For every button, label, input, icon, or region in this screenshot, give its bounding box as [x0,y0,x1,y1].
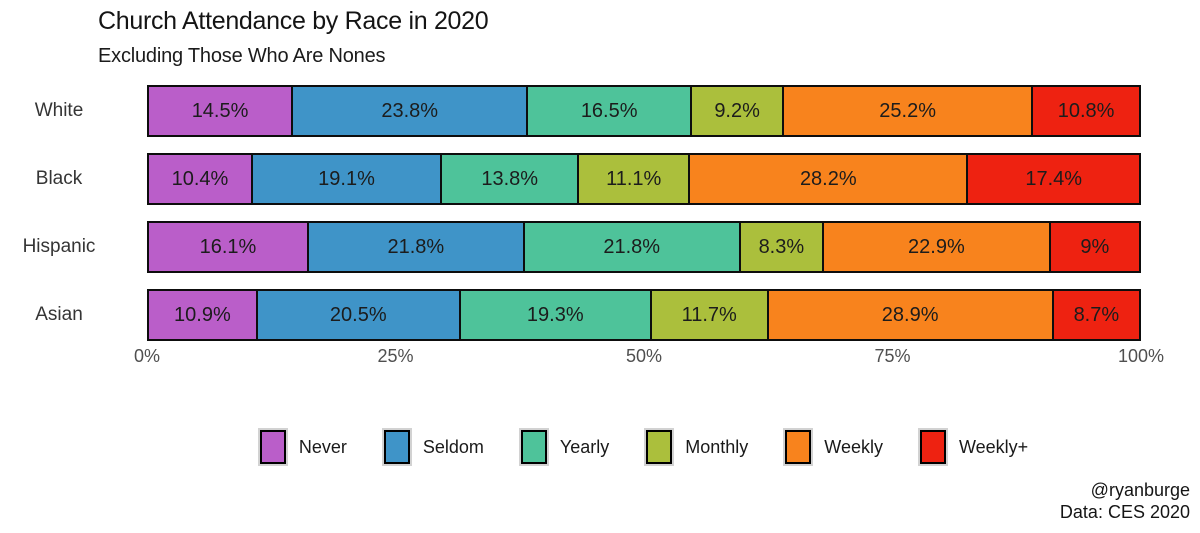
chart-subtitle: Excluding Those Who Are Nones [98,45,386,67]
legend-swatch-yearly [520,430,547,464]
bar-segment-weekly-plus-asian: 8.7% [1051,289,1141,341]
credits: @ryanburge Data: CES 2020 [1060,479,1190,523]
x-tick-label-0: 0% [133,346,161,366]
segment-value-label: 21.8% [387,235,445,258]
bar-segment-never-black: 10.4% [147,153,253,205]
legend-item-yearly: Yearly [520,430,610,464]
segment-value-label: 19.1% [318,167,375,190]
legend-item-never: Never [259,430,347,464]
segment-value-label: 10.9% [174,303,231,326]
segment-value-label: 9.2% [714,99,760,122]
bar-row-asian: 10.9% 20.5% 19.3% 11.7% 28.9% 8.7% [147,289,1141,341]
x-tick-label-25: 25% [377,346,414,366]
category-label-black: Black [35,168,83,189]
legend-label-weekly-plus: Weekly+ [958,436,1029,457]
bar-row-hispanic: 16.1% 21.8% 21.8% 8.3% 22.9% 9% [147,221,1141,273]
bar-segment-weekly-plus-white: 10.8% [1031,85,1141,137]
category-label-hispanic: Hispanic [22,236,96,257]
segment-value-label: 20.5% [329,303,387,326]
bar-segment-monthly-asian: 11.7% [649,289,769,341]
bar-segment-weekly-asian: 28.9% [766,289,1054,341]
segment-value-label: 14.5% [191,99,249,122]
segment-value-label: 22.9% [908,235,965,258]
segment-value-label: 25.2% [879,99,937,122]
bar-segment-yearly-asian: 19.3% [458,289,652,341]
segment-value-label: 9% [1080,235,1110,258]
bar-segment-weekly-plus-hispanic: 9% [1048,221,1141,273]
bar-segment-monthly-hispanic: 8.3% [738,221,825,273]
bar-segment-monthly-black: 11.1% [577,153,691,205]
bar-segment-monthly-white: 9.2% [690,85,785,137]
segment-value-label: 17.4% [1025,167,1083,190]
segment-value-label: 11.7% [681,303,737,326]
legend-label-weekly: Weekly [824,436,883,457]
legend-swatch-monthly [646,430,673,464]
y-axis-labels: White Black Hispanic Asian [0,85,118,341]
bar-segment-seldom-hispanic: 21.8% [306,221,525,273]
x-tick-label-100: 100% [1117,346,1165,366]
bar-segment-never-asian: 10.9% [147,289,258,341]
plot-area: 14.5% 23.8% 16.5% 9.2% 25.2% 10.8% 10.4% 19.1% 1… [147,85,1141,341]
bar-row-black: 10.4% 19.1% 13.8% 11.1% 28.2% 17.4% [147,153,1141,205]
chart-title: Church Attendance by Race in 2020 [98,7,489,35]
bar-segment-never-hispanic: 16.1% [147,221,309,273]
segment-value-label: 16.5% [580,99,638,122]
legend-swatch-never [259,430,286,464]
legend-item-monthly: Monthly [646,430,748,464]
legend-item-seldom: Seldom [383,430,484,464]
segment-value-label: 10.4% [171,167,229,190]
legend-item-weekly-plus: Weekly+ [919,430,1029,464]
segment-value-label: 16.1% [199,235,257,258]
x-tick-label-75: 75% [874,346,911,366]
category-label-white: White [34,100,84,121]
legend-swatch-weekly [785,430,812,464]
segment-value-label: 13.8% [481,167,539,190]
credit-handle: @ryanburge [1090,480,1190,500]
bar-segment-weekly-white: 25.2% [782,85,1034,137]
bar-segment-seldom-asian: 20.5% [255,289,461,341]
segment-value-label: 11.1% [606,167,662,190]
legend-item-weekly: Weekly [785,430,883,464]
legend-label-monthly: Monthly [685,436,749,457]
bar-segment-yearly-white: 16.5% [526,85,693,137]
segment-value-label: 23.8% [381,99,439,122]
segment-value-label: 21.8% [603,235,661,258]
segment-value-label: 28.2% [799,167,857,190]
legend: Never Seldom Yearly Monthly Weekly Weekly+ [147,424,1141,470]
bar-segment-weekly-black: 28.2% [688,153,969,205]
bar-segment-weekly-hispanic: 22.9% [822,221,1051,273]
legend-label-never: Never [298,436,347,457]
segment-value-label: 8.7% [1073,303,1120,326]
legend-swatch-weekly-plus [919,430,946,464]
bar-segment-weekly-plus-black: 17.4% [966,153,1141,205]
x-axis: 0% 25% 50% 75% 100% [134,346,1164,370]
credit-source: Data: CES 2020 [1059,502,1190,522]
legend-label-seldom: Seldom [422,436,484,457]
segment-value-label: 10.8% [1057,99,1115,122]
legend-swatch-seldom [383,430,410,464]
bar-segment-yearly-black: 13.8% [440,153,580,205]
segment-value-label: 8.3% [758,235,805,258]
bar-segment-yearly-hispanic: 21.8% [522,221,741,273]
bar-row-white: 14.5% 23.8% 16.5% 9.2% 25.2% 10.8% [147,85,1141,137]
segment-value-label: 28.9% [881,303,939,326]
bar-segment-seldom-white: 23.8% [291,85,529,137]
legend-label-yearly: Yearly [559,436,610,457]
x-tick-label-50: 50% [625,346,663,366]
bar-segment-seldom-black: 19.1% [250,153,443,205]
bar-segment-never-white: 14.5% [147,85,294,137]
category-label-asian: Asian [35,304,83,325]
segment-value-label: 19.3% [526,303,584,326]
